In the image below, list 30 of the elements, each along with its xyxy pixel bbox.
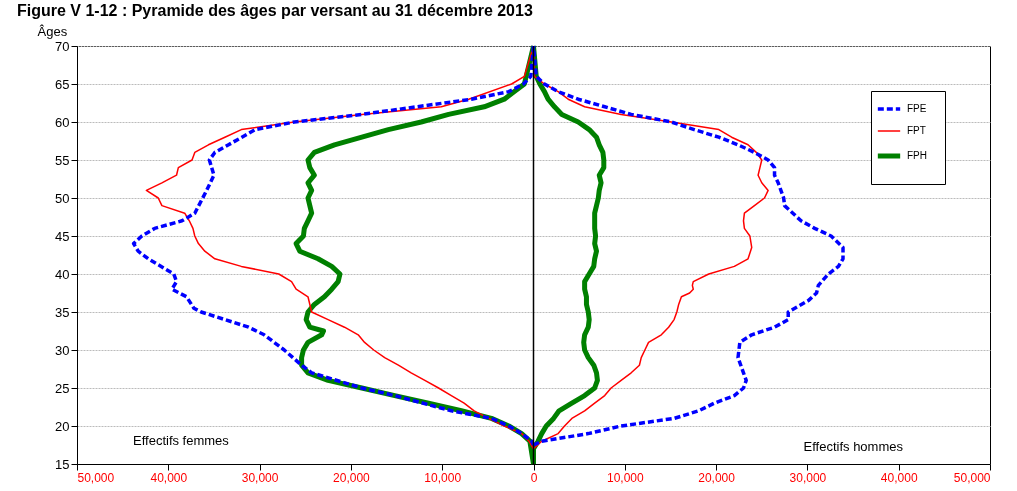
x-tick-label: 40,000 bbox=[150, 470, 188, 485]
annotation: Effectifs hommes bbox=[803, 439, 904, 454]
x-tick-label: 40,000 bbox=[880, 470, 918, 485]
y-tick-label: 45 bbox=[55, 228, 70, 244]
x-tick-label: 20,000 bbox=[333, 470, 371, 485]
legend-label: FPT bbox=[907, 125, 926, 136]
y-tick-label: 15 bbox=[55, 456, 70, 472]
x-tick-label: 50,000 bbox=[77, 470, 115, 485]
legend-label: FPE bbox=[907, 103, 927, 114]
y-tick-label: 40 bbox=[55, 266, 70, 282]
x-tick-label: 0 bbox=[530, 470, 538, 485]
y-tick-label: 60 bbox=[55, 114, 70, 130]
y-tick-label: 70 bbox=[55, 38, 70, 54]
x-tick-label: 50,000 bbox=[953, 470, 991, 485]
chart-title: Figure V 1-12 : Pyramide des âges par versant au 31 décembre 2013 bbox=[17, 2, 533, 19]
x-tick-label: 30,000 bbox=[789, 470, 827, 485]
y-tick-label: 25 bbox=[55, 380, 70, 396]
legend-label: FPH bbox=[907, 150, 927, 161]
y-tick-label: 30 bbox=[55, 342, 70, 358]
x-tick-label: 10,000 bbox=[424, 470, 462, 485]
x-tick-label: 30,000 bbox=[241, 470, 279, 485]
x-tick-label: 10,000 bbox=[606, 470, 644, 485]
y-axis-title: Âges bbox=[37, 23, 68, 39]
annotation: Effectifs femmes bbox=[133, 433, 230, 448]
x-tick-label: 20,000 bbox=[698, 470, 736, 485]
y-tick-label: 50 bbox=[55, 190, 70, 206]
y-tick-label: 55 bbox=[55, 152, 70, 168]
y-tick-label: 65 bbox=[55, 76, 70, 92]
y-tick-label: 20 bbox=[55, 418, 70, 434]
y-tick-label: 35 bbox=[55, 304, 70, 320]
